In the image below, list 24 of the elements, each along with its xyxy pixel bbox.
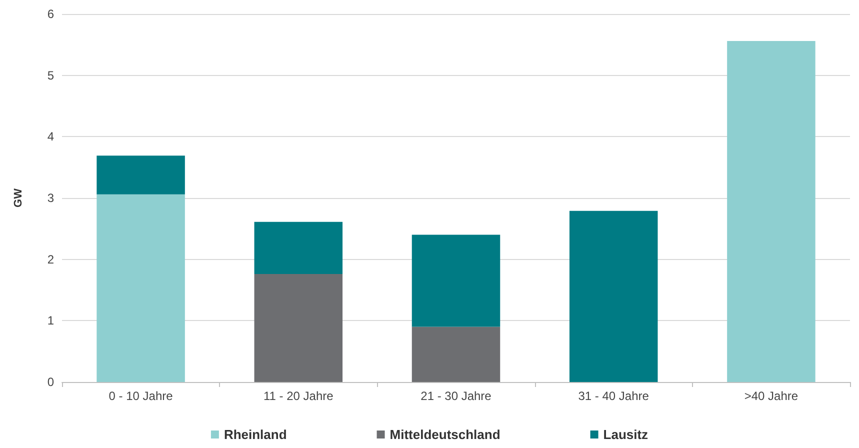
y-tick-label: 6 [47,7,54,21]
legend-label: Lausitz [603,427,649,442]
x-tick-label: 31 - 40 Jahre [578,389,650,403]
x-tick-label: 11 - 20 Jahre [263,389,334,403]
bar [727,40,816,382]
bar [569,210,658,382]
bar [254,222,343,274]
y-tick-label: 4 [47,130,54,144]
bar [412,234,500,327]
legend-label: Rheinland [224,427,287,442]
y-tick-label: 1 [47,314,54,328]
x-tick-label: 21 - 30 Jahre [420,389,492,403]
bar [412,326,500,382]
y-tick-label: 2 [47,252,54,266]
y-tick-label: 5 [47,68,54,82]
x-tick-label: 0 - 10 Jahre [108,389,174,403]
bar [96,194,185,382]
y-tick-label: 3 [47,191,54,205]
bar [254,274,343,382]
x-tick-label: >40 Jahre [744,389,798,403]
y-tick-label: 0 [47,375,54,389]
legend-label: Mitteldeutschland [390,427,500,442]
bar [96,156,185,194]
y-axis-title: GW [12,188,24,208]
